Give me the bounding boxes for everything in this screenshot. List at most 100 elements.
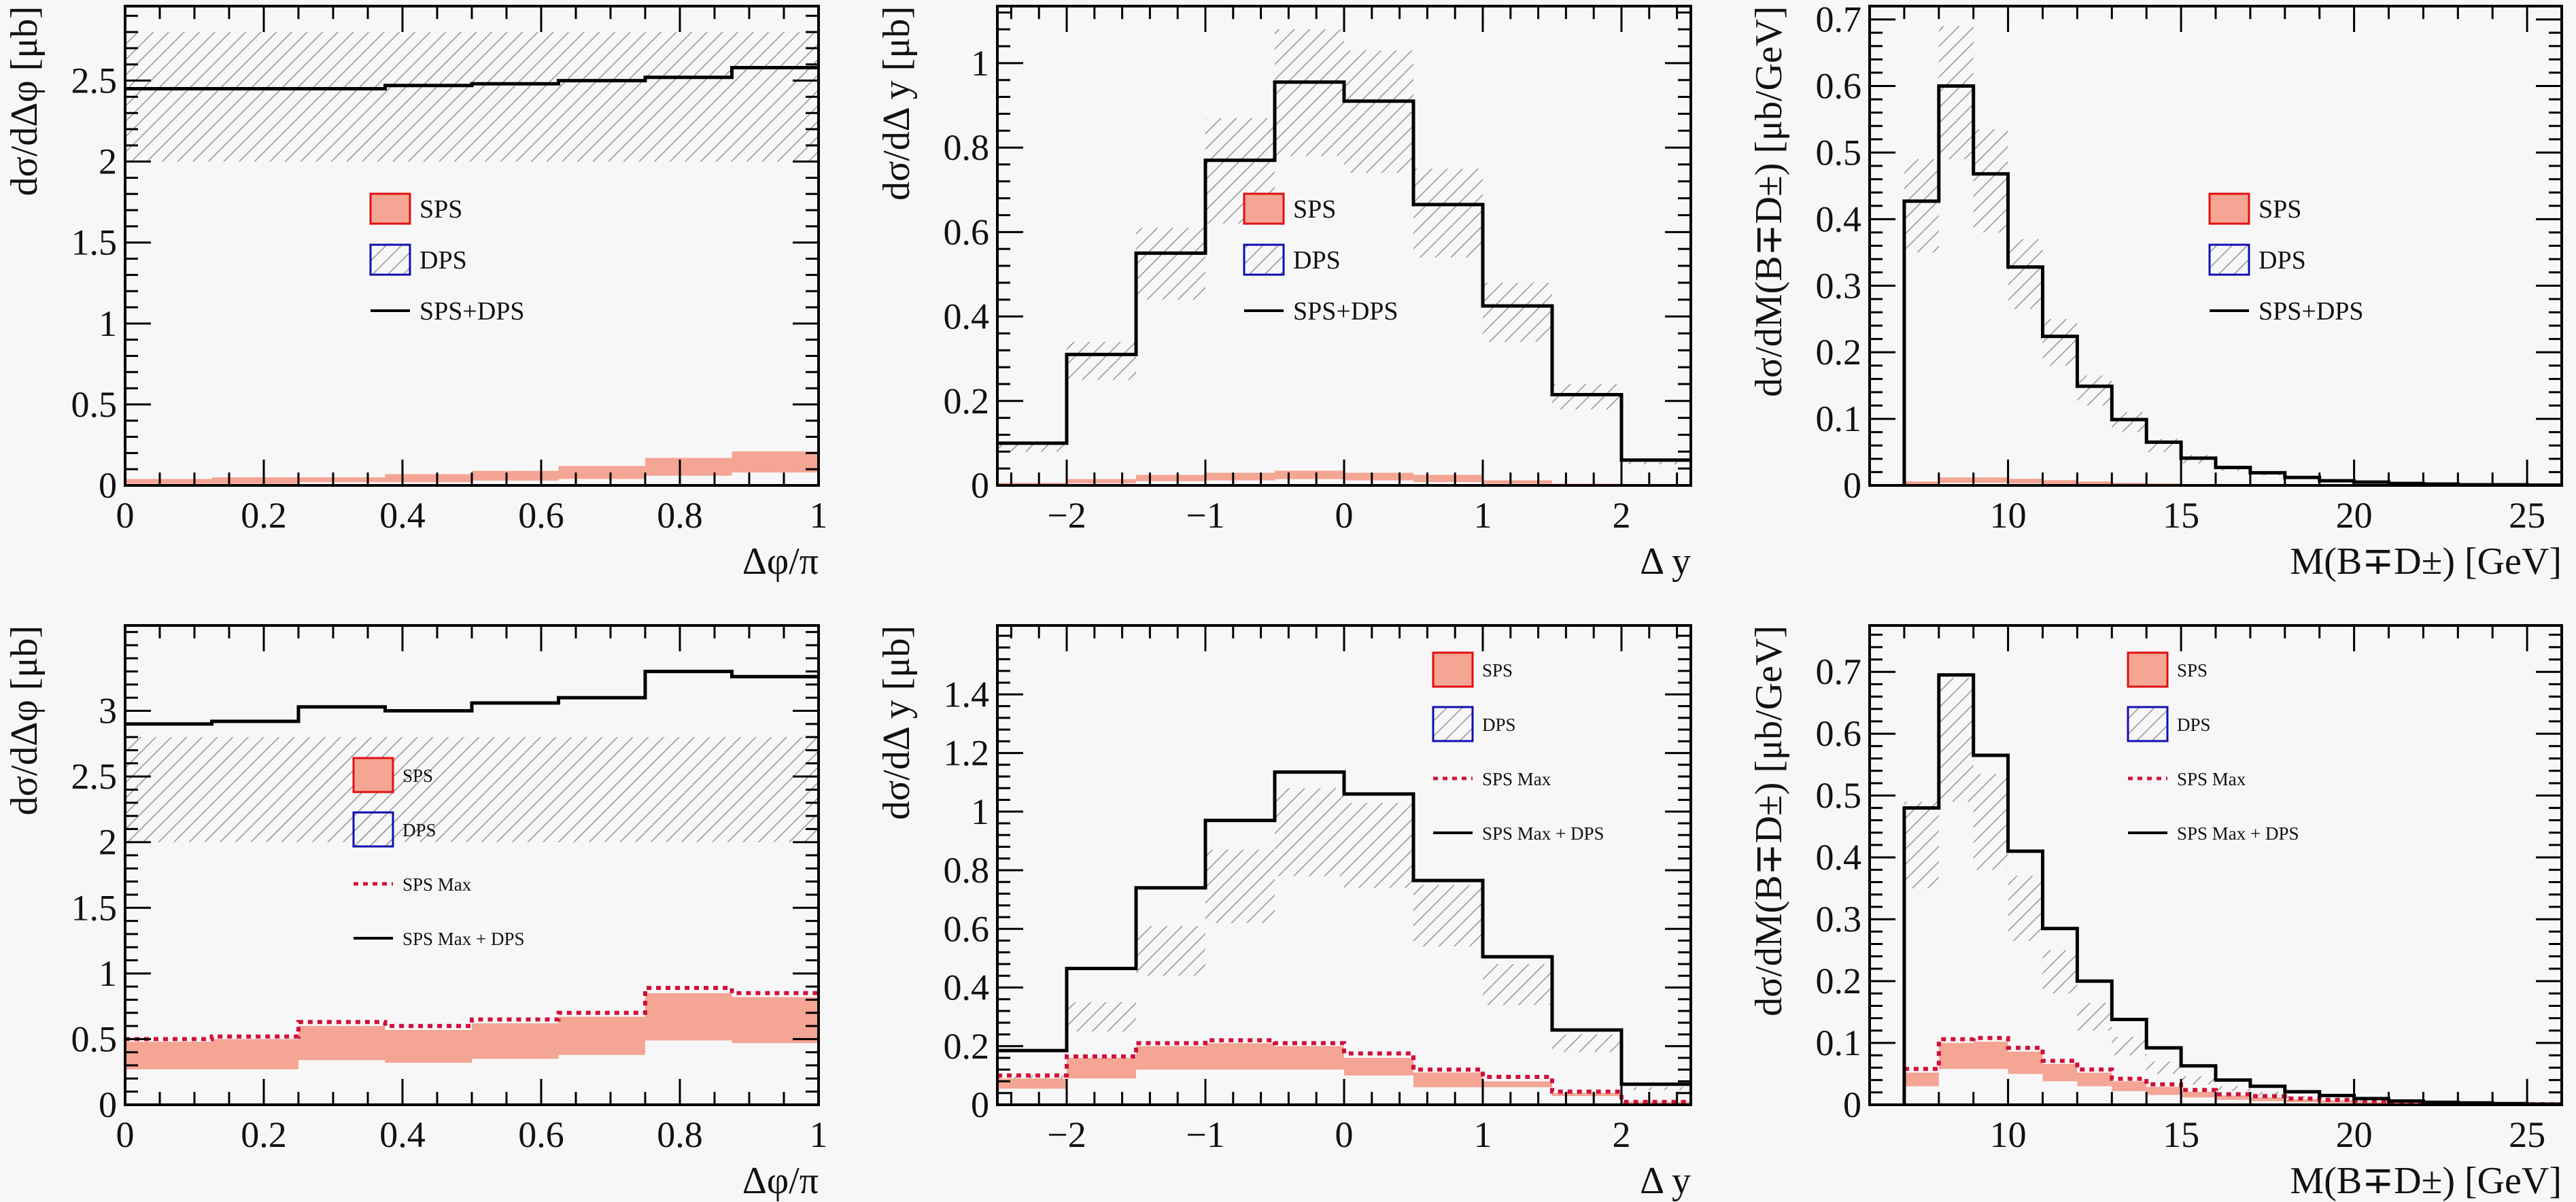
x-axis-title: M(B∓D±) [GeV] — [2290, 540, 2562, 583]
legend-item-dps: DPS — [352, 811, 436, 848]
x-tick-label: 1 — [810, 495, 828, 536]
sps-band-bin — [1344, 1058, 1413, 1076]
legend-label: SPS — [402, 766, 433, 786]
dps-band-bin — [2077, 1002, 2112, 1031]
y-tick-label: 2.5 — [71, 756, 118, 797]
sps-band-bin — [2077, 481, 2112, 485]
legend: SPS DPS SPS+DPS — [2208, 192, 2364, 326]
x-tick-label: 0 — [116, 1114, 135, 1155]
x-tick-label: 10 — [1990, 1114, 2027, 1155]
dps-band-bin — [1904, 159, 1939, 253]
x-tick-label: 1 — [810, 1114, 828, 1155]
legend-item-sum: SPS+DPS — [2210, 297, 2364, 326]
x-tick-label: −2 — [1047, 1114, 1086, 1155]
dps-band-bin — [1621, 1087, 1691, 1091]
sps-band-bin — [1136, 475, 1205, 481]
y-tick-label: 1 — [99, 303, 117, 344]
sps-band-bin — [1344, 473, 1413, 481]
dps-band-bin — [2042, 950, 2078, 994]
legend-item-sps: SPS — [1243, 192, 1336, 225]
sps-max-line — [1904, 1035, 2562, 1105]
dps-band-bin — [1413, 169, 1483, 258]
legend-item-sum: SPS Max + DPS — [354, 929, 525, 949]
dps-band-bin — [385, 32, 472, 162]
sps-band-bin — [1973, 1042, 2008, 1069]
legend-item-sps: SPS — [2208, 192, 2301, 225]
x-axis-title: M(B∓D±) [GeV] — [2290, 1160, 2562, 1202]
x-tick-label: 20 — [2336, 495, 2373, 536]
dps-band-bin — [1938, 26, 1974, 160]
sps-band-bin — [1413, 475, 1483, 483]
panel-top-right: 10 15 20 25 0 0.1 0.2 0.3 0.4 0.5 0.6 0.7 M(B∓D±) [G… — [1748, 0, 2563, 583]
dps-band-bin — [558, 737, 645, 842]
dps-band-bin — [472, 737, 559, 842]
dps-swatch-icon — [2127, 706, 2169, 742]
sum-line — [1902, 673, 2562, 1105]
y-tick-label: 0.7 — [1816, 651, 1862, 692]
legend-label: SPS Max + DPS — [1482, 823, 1604, 844]
sps-band-bin — [558, 466, 645, 479]
legend-label: SPS — [1293, 195, 1336, 224]
y-tick-label: 0 — [99, 1084, 117, 1125]
dps-band-bin — [732, 737, 819, 842]
x-tick-label: 0.4 — [379, 495, 426, 536]
legend-label: DPS — [2259, 246, 2306, 275]
sps-band-bin — [1904, 481, 1939, 485]
sps-band-bin — [1067, 1058, 1136, 1079]
y-tick-label: 0.8 — [944, 850, 990, 891]
sps-band-bin — [1413, 1072, 1483, 1088]
y-tick-label: 1.4 — [944, 674, 990, 715]
sps-band-bin — [645, 458, 732, 476]
y-tick-label: 1.2 — [944, 733, 990, 774]
legend-item-sum: SPS Max + DPS — [1433, 823, 1604, 844]
sps-band-bin — [298, 477, 385, 483]
dps-band-bin — [125, 32, 212, 162]
y-tick-label: 0.8 — [944, 127, 990, 168]
dps-band-bin — [2216, 1086, 2250, 1091]
x-tick-label: 0.2 — [241, 495, 287, 536]
legend-label: SPS — [1482, 660, 1513, 681]
x-axis-title: Δφ/π — [742, 1160, 819, 1202]
dps-band-bin — [1205, 849, 1275, 923]
sps-band-bin — [2181, 1091, 2216, 1098]
dps-band-bin — [2146, 1061, 2182, 1074]
sps-swatch-icon — [1243, 192, 1285, 225]
sps-band-bin — [2077, 1072, 2112, 1086]
plot-area — [997, 29, 1691, 485]
dps-swatch-icon — [369, 243, 411, 276]
y-axis-title: dσ/dΔφ [μb] — [3, 6, 46, 196]
panel-bottom-middle: −2 −1 0 1 2 0 0.2 0.4 0.6 0.8 1 1.2 1.4 Δ y dσ/dΔ y [μ… — [876, 624, 1692, 1202]
y-tick-label: 1.5 — [71, 222, 118, 263]
x-tick-label: 0.2 — [241, 1114, 287, 1155]
y-axis-title: dσ/dΔ y [μb] — [876, 6, 918, 201]
dps-band-bin — [1275, 788, 1344, 876]
sps-band-bin — [2388, 1102, 2424, 1104]
y-tick-label: 0.3 — [1816, 899, 1862, 940]
legend: SPS DPS SPS+DPS — [1243, 192, 1398, 326]
dps-band-bin — [1483, 282, 1552, 342]
dps-band-bin — [2042, 319, 2078, 366]
y-tick-label: 0.6 — [1816, 713, 1862, 754]
legend-label: DPS — [2177, 715, 2211, 735]
dps-band-bin — [2112, 1036, 2147, 1056]
dps-band-bin — [2077, 375, 2112, 406]
legend-item-sps: SPS — [352, 757, 433, 793]
y-tick-label: 0 — [971, 1084, 989, 1125]
y-tick-label: 1 — [971, 43, 989, 84]
panel-top-middle: −2 −1 0 1 2 0 0.2 0.4 0.6 0.8 1 Δ y dσ/dΔ y [μb] SPS D… — [876, 5, 1692, 583]
legend: SPS DPS SPS Max SPS Max + DPS — [2127, 651, 2299, 844]
x-tick-label: 0.8 — [657, 495, 703, 536]
legend-label: SPS — [2177, 660, 2208, 681]
y-tick-label: 0.2 — [1816, 332, 1862, 373]
legend-label: SPS Max — [1482, 769, 1551, 789]
sps-band-bin — [125, 1042, 212, 1069]
y-tick-label: 2.5 — [71, 61, 118, 101]
y-tick-label: 0.1 — [1816, 398, 1862, 439]
x-tick-label: 15 — [2163, 1114, 2199, 1155]
dps-band-bin — [1552, 1034, 1621, 1052]
x-axis-title: Δ y — [1640, 540, 1691, 583]
sps-band-bin — [2042, 480, 2078, 485]
legend-item-sps: SPS — [2127, 651, 2208, 688]
sps-band-bin — [1904, 1072, 1939, 1086]
dps-band-bin — [211, 32, 298, 162]
